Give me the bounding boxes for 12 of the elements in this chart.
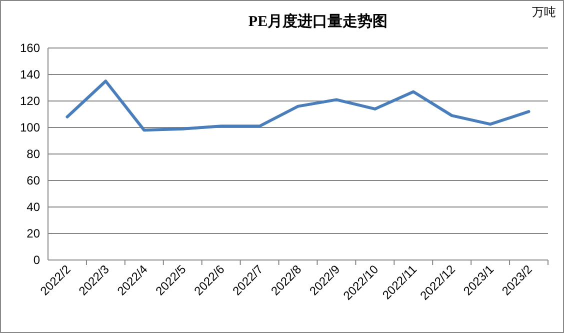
chart-title: PE月度进口量走势图	[248, 12, 388, 30]
y-tick-label: 20	[26, 226, 40, 240]
y-tick-label: 140	[20, 68, 40, 82]
y-tick-label: 0	[33, 253, 40, 267]
y-tick-label: 40	[26, 200, 40, 214]
y-tick-label: 120	[20, 94, 40, 108]
y-tick-label: 80	[26, 147, 40, 161]
y-tick-label: 100	[20, 120, 40, 134]
y-tick-label: 60	[26, 174, 40, 188]
line-series	[66, 80, 530, 132]
y-tick-label: 160	[20, 41, 40, 55]
y-axis-title: 万吨	[532, 5, 556, 19]
